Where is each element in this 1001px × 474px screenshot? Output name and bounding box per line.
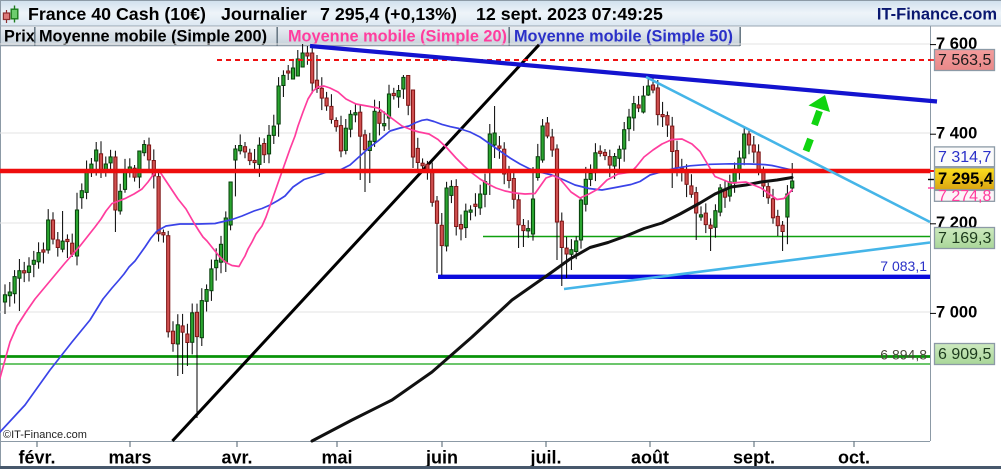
- svg-text:7 295,4 (+0,13%): 7 295,4 (+0,13%): [320, 4, 457, 24]
- svg-text:févr.: févr.: [18, 448, 55, 468]
- svg-text:©IT-Finance.com: ©IT-Finance.com: [3, 429, 87, 441]
- svg-text:mai: mai: [321, 448, 352, 468]
- svg-text:7 600: 7 600: [936, 35, 977, 53]
- svg-text:France 40 Cash (10€): France 40 Cash (10€): [28, 4, 206, 24]
- svg-text:juil.: juil.: [530, 448, 562, 468]
- svg-text:Prix: Prix: [4, 28, 35, 46]
- svg-text:6 909,5: 6 909,5: [938, 346, 991, 363]
- svg-text:Journalier: Journalier: [221, 4, 307, 24]
- svg-text:7 169,3: 7 169,3: [938, 230, 991, 247]
- svg-text:7 000: 7 000: [936, 304, 977, 322]
- svg-text:sept.: sept.: [733, 448, 775, 468]
- svg-text:Moyenne mobile (Simple 200): Moyenne mobile (Simple 200): [39, 28, 267, 46]
- svg-text:mars: mars: [108, 448, 151, 468]
- svg-text:Moyenne mobile (Simple 50): Moyenne mobile (Simple 50): [514, 28, 733, 46]
- svg-text:IT-Finance.com: IT-Finance.com: [877, 6, 997, 24]
- svg-text:7 295,4: 7 295,4: [938, 170, 994, 188]
- svg-text:7 274,8: 7 274,8: [938, 188, 991, 205]
- svg-text:12 sept. 2023 07:49:25: 12 sept. 2023 07:49:25: [476, 4, 663, 24]
- svg-text:7 400: 7 400: [936, 124, 977, 142]
- svg-text:août: août: [631, 448, 669, 468]
- svg-text:7 314,7: 7 314,7: [938, 149, 991, 166]
- svg-text:7 563,5: 7 563,5: [938, 52, 991, 69]
- svg-text:6 894,8: 6 894,8: [880, 347, 927, 363]
- svg-text:juin: juin: [425, 448, 458, 468]
- svg-text:7 083,1: 7 083,1: [880, 258, 927, 274]
- svg-text:oct.: oct.: [838, 448, 870, 468]
- svg-text:avr.: avr.: [221, 448, 252, 468]
- svg-text:Moyenne mobile (Simple 20): Moyenne mobile (Simple 20): [288, 28, 507, 46]
